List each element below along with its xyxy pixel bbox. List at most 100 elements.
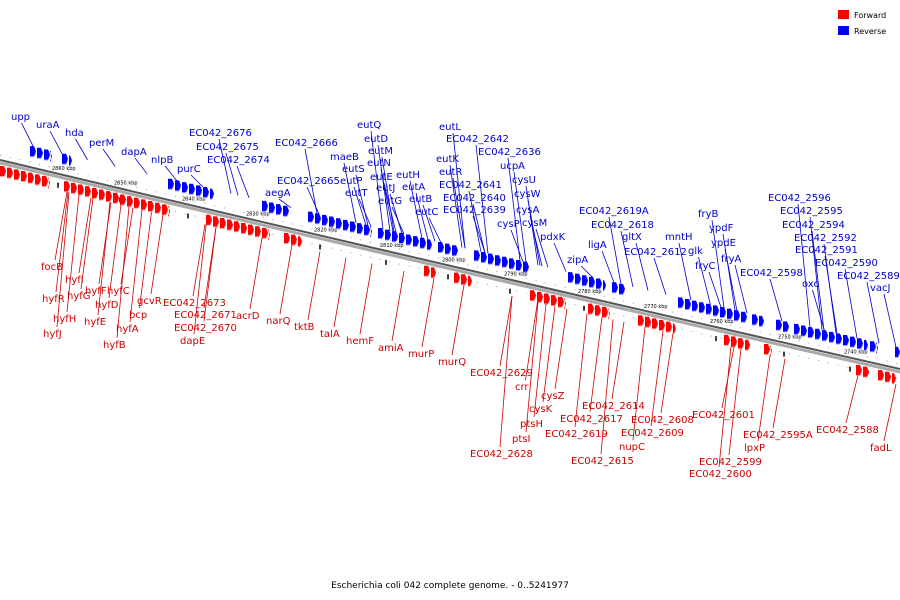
forward-gene-label-leader xyxy=(249,237,263,310)
reverse-gene-label: maeB xyxy=(330,152,359,163)
reverse-gene-label-leader xyxy=(75,138,88,160)
forward-gene-label-leader xyxy=(632,326,646,441)
forward-gene-label-leader xyxy=(139,211,152,309)
reverse-gene-label-leader xyxy=(769,278,783,322)
forward-gene-label-leader xyxy=(193,224,207,335)
forward-gene-label: hyfH xyxy=(53,314,76,325)
tick-label: 2800 kbp xyxy=(442,257,466,263)
forward-gene-label: acrD xyxy=(236,311,260,322)
reverse-gene-label-leader xyxy=(824,255,838,334)
reverse-gene-block xyxy=(392,231,398,242)
forward-gene-label-leader xyxy=(66,194,80,313)
reverse-gene-label: eutS xyxy=(342,164,365,175)
reverse-gene-block xyxy=(474,250,480,261)
forward-gene-block xyxy=(738,338,744,349)
forward-gene-label-leader xyxy=(554,308,568,390)
forward-gene-block xyxy=(537,291,543,302)
reverse-gene-label-leader xyxy=(381,156,395,232)
forward-gene-block xyxy=(652,318,658,329)
reverse-gene-label: EC042_2589 xyxy=(837,271,900,282)
reverse-gene-block xyxy=(406,234,412,245)
forward-gene-block xyxy=(0,166,6,176)
forward-gene-block xyxy=(262,227,268,238)
reverse-gene-label-leader xyxy=(428,217,442,243)
reverse-gene-label-leader xyxy=(472,215,486,253)
reverse-gene-block xyxy=(283,205,289,216)
forward-gene-block xyxy=(863,366,869,377)
reverse-gene-label: EC042_2640 xyxy=(443,193,506,204)
reverse-gene-block xyxy=(203,187,209,198)
reverse-gene-label: EC042_2674 xyxy=(207,155,270,166)
forward-gene-label-leader xyxy=(845,375,859,424)
forward-gene-block xyxy=(608,308,610,319)
forward-gene-label-leader xyxy=(54,191,68,261)
forward-gene-label: hyfG xyxy=(67,291,91,302)
reverse-gene-block xyxy=(619,283,625,294)
reverse-gene-block xyxy=(343,219,349,230)
reverse-gene-label: eutQ xyxy=(357,120,381,131)
reverse-gene-block xyxy=(62,153,68,164)
forward-gene-block xyxy=(885,371,891,382)
reverse-gene-label-leader xyxy=(389,193,403,234)
tick-label: 2850 kbp xyxy=(114,180,138,186)
reverse-gene-block xyxy=(385,229,391,240)
forward-gene-label-leader xyxy=(451,284,465,356)
forward-gene-block xyxy=(659,320,665,331)
forward-gene-label: hyfF xyxy=(85,286,107,297)
legend-label-forward: Forward xyxy=(854,11,886,20)
reverse-gene-label: aegA xyxy=(265,188,291,199)
tick-label: 2760 kbp xyxy=(710,319,734,325)
reverse-gene-label: oxc xyxy=(802,279,819,290)
reverse-gene-label: fryB xyxy=(698,209,719,220)
forward-gene-block xyxy=(14,169,20,180)
reverse-gene-label-leader xyxy=(370,130,384,230)
forward-gene-label-leader xyxy=(611,321,625,400)
forward-gene-label: hyfI xyxy=(65,275,84,286)
reverse-gene-label-leader xyxy=(553,242,567,272)
reverse-gene-label-leader xyxy=(422,204,436,242)
reverse-gene-label-leader xyxy=(812,289,825,331)
tick-label: 2860 kbp xyxy=(52,166,76,172)
reverse-gene-label-leader xyxy=(472,203,486,253)
forward-gene-block xyxy=(113,192,119,203)
forward-gene-label-leader xyxy=(600,319,614,455)
reverse-gene-block xyxy=(864,339,868,350)
reverse-gene-block xyxy=(509,258,515,269)
reverse-gene-label: EC042_2595 xyxy=(780,206,843,217)
reverse-gene-block xyxy=(438,241,444,252)
reverse-gene-label-leader xyxy=(698,256,711,305)
forward-gene-block xyxy=(99,189,105,200)
reverse-gene-block xyxy=(399,232,405,243)
forward-gene-label-leader xyxy=(574,313,588,428)
forward-gene-label: hyfJ xyxy=(43,329,62,340)
forward-gene-block xyxy=(551,295,557,306)
reverse-gene-block xyxy=(350,221,356,232)
tick-label: 2740 kbp xyxy=(844,350,868,356)
reverse-gene-label: EC042_2636 xyxy=(478,147,541,158)
reverse-gene-label-leader xyxy=(724,248,738,311)
reverse-gene-label-leader xyxy=(236,165,250,198)
forward-gene-label-leader xyxy=(772,358,786,429)
forward-gene-label: EC042_2617 xyxy=(560,414,623,425)
forward-gene-block xyxy=(564,298,566,309)
tick-label: 2750 kbp xyxy=(778,335,802,341)
reverse-gene-block xyxy=(269,202,275,213)
reverse-gene-block xyxy=(445,243,451,254)
forward-gene-label: fadL xyxy=(870,443,892,454)
reverse-gene-label: purC xyxy=(177,164,201,175)
reverse-gene-label: glk xyxy=(688,246,703,257)
forward-gene-label-leader xyxy=(883,384,897,442)
reverse-gene-block xyxy=(30,146,36,157)
reverse-gene-label-leader xyxy=(355,174,369,226)
forward-gene-label-leader xyxy=(116,206,130,339)
forward-gene-label: hyfB xyxy=(103,340,126,351)
reverse-gene-label: upp xyxy=(11,112,30,123)
reverse-gene-label-leader xyxy=(391,206,405,235)
reverse-gene-label: eutL xyxy=(439,122,461,133)
forward-gene-label-leader xyxy=(56,192,70,328)
forward-gene-block xyxy=(461,274,467,285)
reverse-gene-block xyxy=(815,328,821,339)
reverse-gene-label-leader xyxy=(383,182,397,233)
forward-gene-label-leader xyxy=(525,301,538,381)
